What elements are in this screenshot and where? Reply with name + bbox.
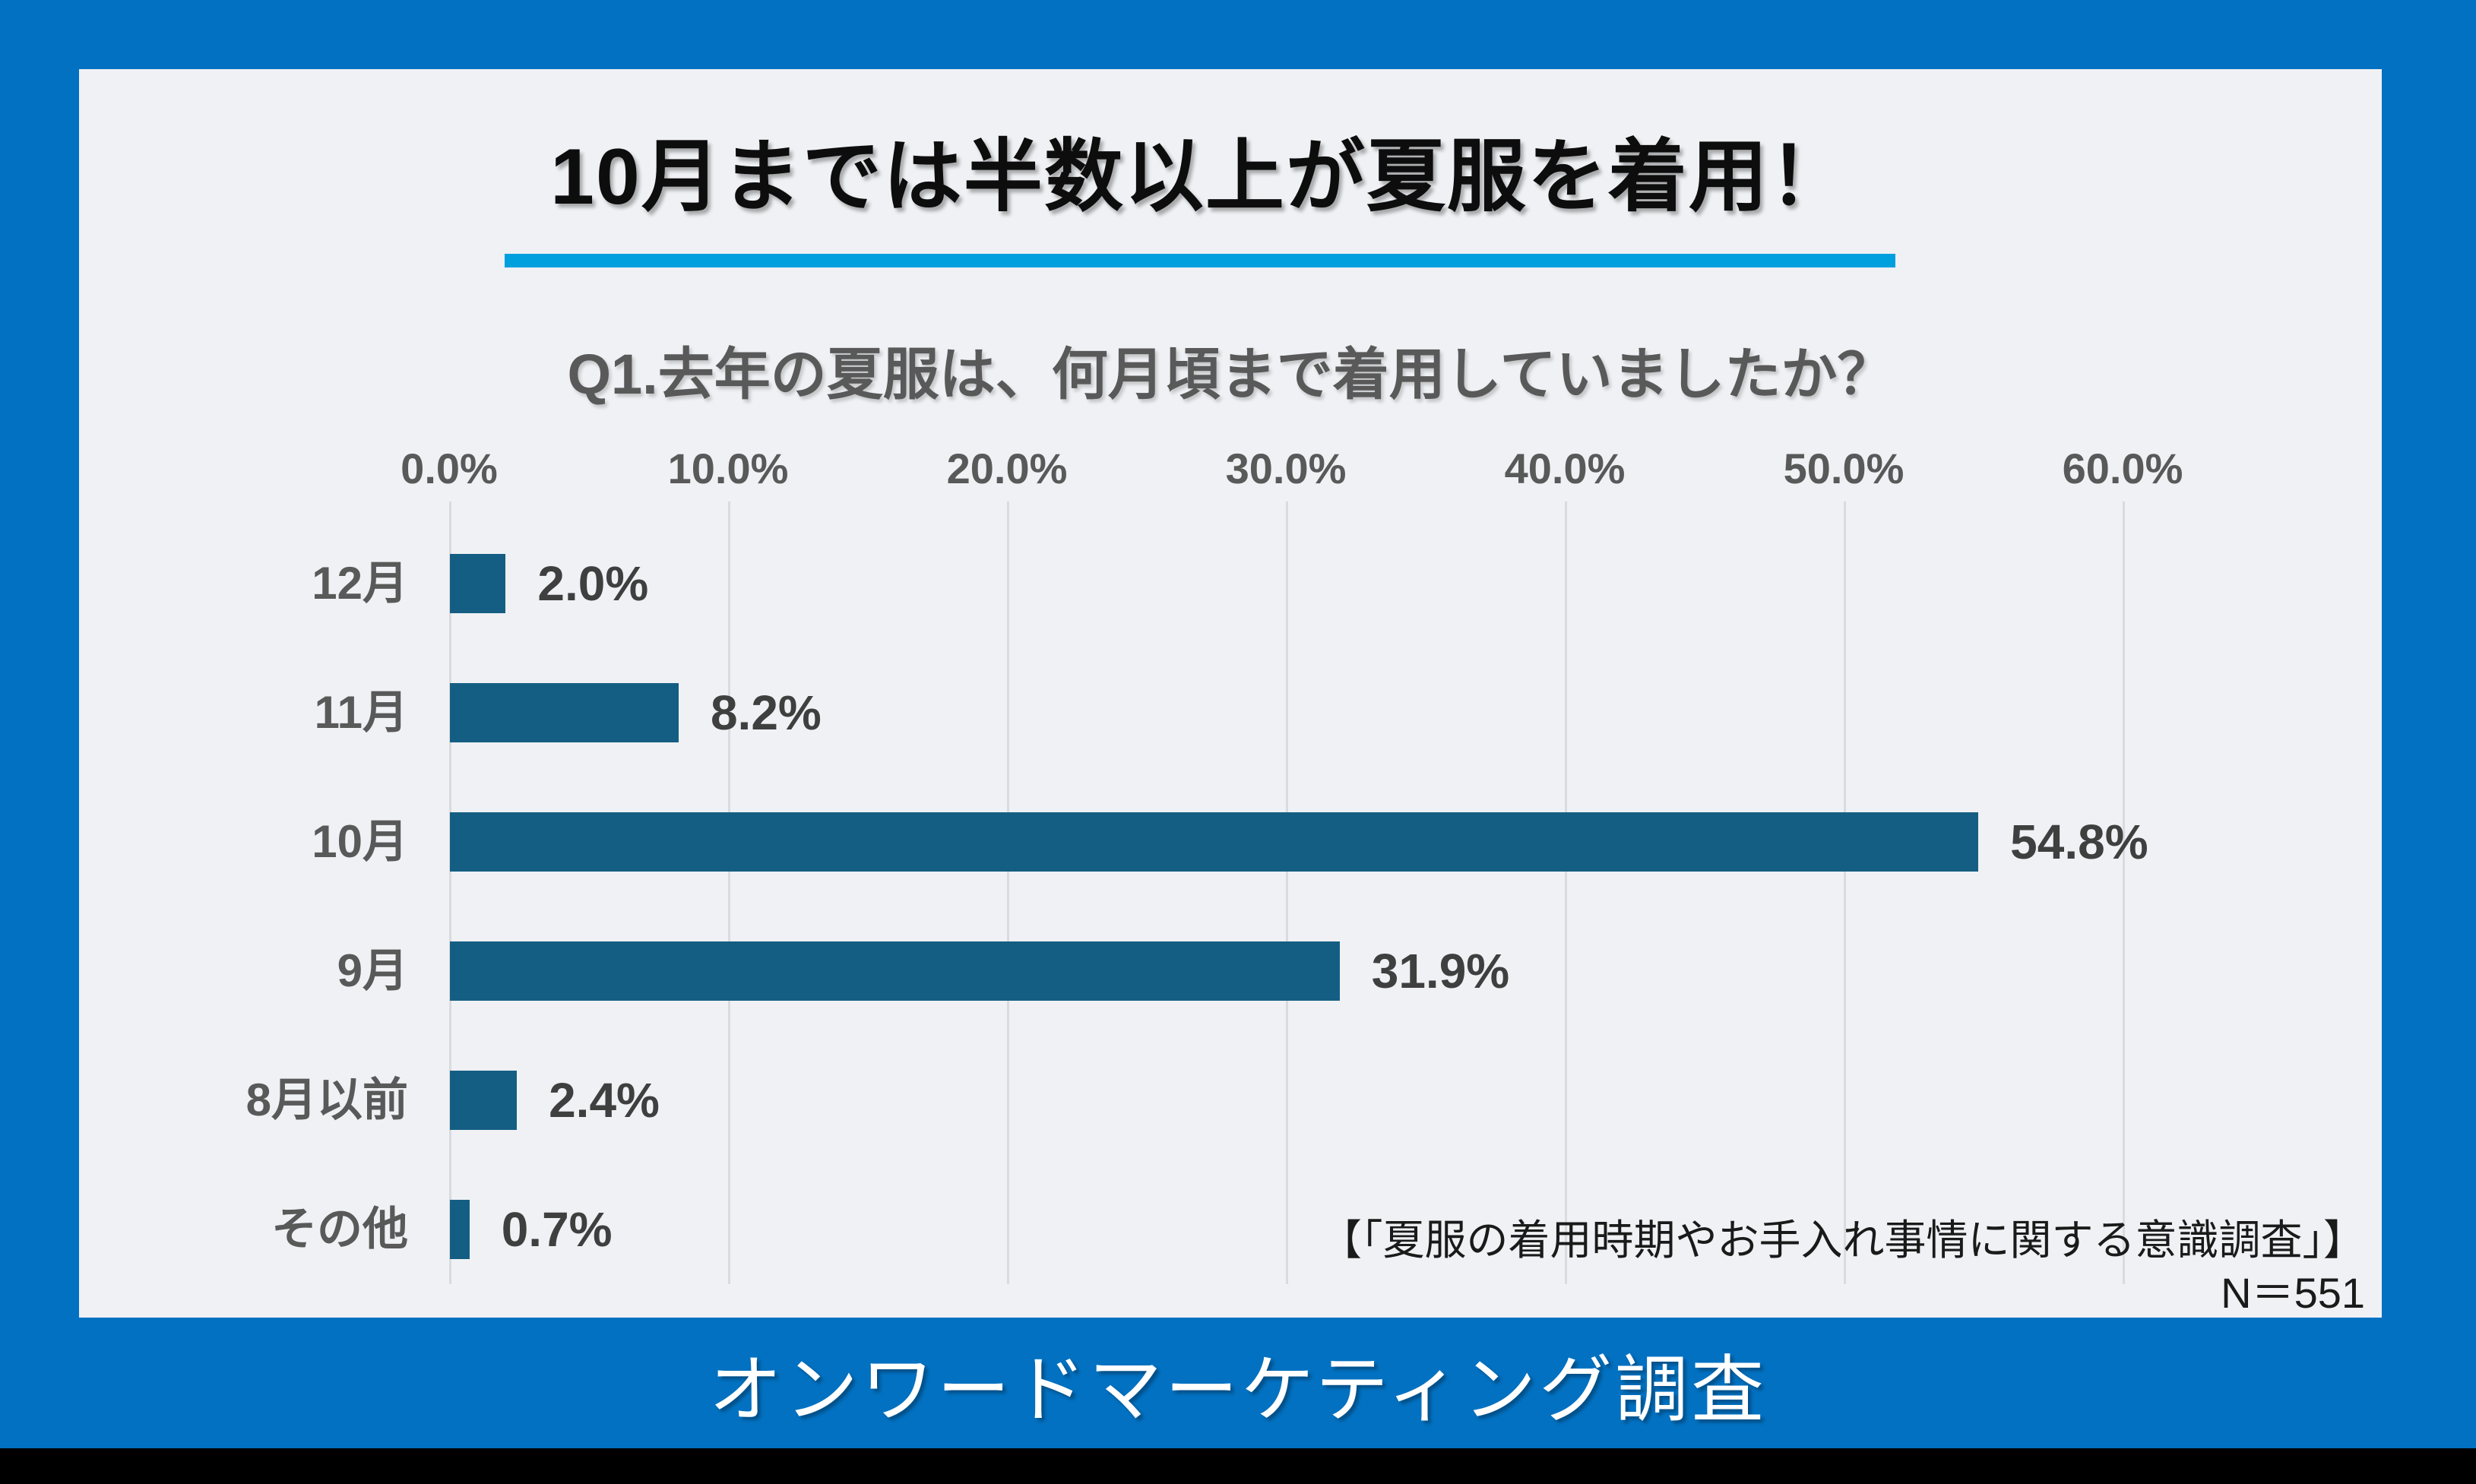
title-underline — [505, 254, 1895, 267]
gridline — [1007, 502, 1009, 1284]
category-label: 8月以前 — [245, 1074, 408, 1125]
gridline — [1286, 502, 1288, 1284]
chart-card: 10月までは半数以上が夏服を着用！ Q1.去年の夏服は、何月頃まで着用していまし… — [79, 69, 2382, 1318]
sample-size-label: N＝551 — [2221, 1269, 2365, 1317]
bar-value-label: 8.2% — [710, 685, 822, 740]
bar — [450, 941, 1340, 1001]
bar-value-label: 2.0% — [537, 556, 649, 611]
x-axis-tick-label: 60.0% — [2062, 445, 2183, 492]
bottom-black-bar — [0, 1448, 2476, 1484]
x-axis-tick-label: 20.0% — [946, 445, 1068, 492]
bar-value-label: 31.9% — [1371, 944, 1510, 998]
x-axis-tick-label: 10.0% — [667, 445, 789, 492]
footer-banner: オンワードマーケティング調査 — [0, 1318, 2476, 1448]
bar — [450, 1071, 518, 1130]
bar-value-label: 2.4% — [549, 1073, 660, 1128]
bar-value-label: 0.7% — [501, 1202, 613, 1257]
gridline — [449, 502, 451, 1284]
bar-value-label: 54.8% — [2010, 815, 2148, 869]
chart-question-title: Q1.去年の夏服は、何月頃まで着用していましたか？ — [567, 343, 1894, 406]
bar — [450, 1200, 470, 1259]
category-label: その他 — [271, 1204, 408, 1255]
x-axis-tick-label: 50.0% — [1783, 445, 1904, 492]
bar-chart: 0.0% 10.0% 20.0% 30.0% 40.0% 50.0% 60.0% 12月 2.0… — [79, 69, 2382, 1318]
category-label: 9月 — [337, 945, 408, 996]
x-axis-tick-label: 40.0% — [1504, 445, 1626, 492]
survey-source-note: 【「夏服の着用時期やお手入れ事情に関する意識調査」】 — [1319, 1217, 2365, 1264]
footer-banner-text: オンワードマーケティング調査 — [708, 1349, 1768, 1431]
x-axis-tick-label: 30.0% — [1225, 445, 1347, 492]
gridline — [1565, 502, 1567, 1284]
category-label: 10月 — [312, 816, 408, 867]
bar — [450, 683, 679, 742]
bar — [450, 554, 506, 613]
main-title: 10月までは半数以上が夏服を着用！ — [550, 133, 1850, 221]
category-label: 11月 — [314, 687, 408, 738]
category-label: 12月 — [312, 558, 408, 609]
x-axis-tick-label: 0.0% — [401, 445, 498, 492]
bar — [450, 812, 1979, 872]
gridline — [1844, 502, 1846, 1284]
gridline — [728, 502, 730, 1284]
gridline — [2123, 502, 2125, 1284]
